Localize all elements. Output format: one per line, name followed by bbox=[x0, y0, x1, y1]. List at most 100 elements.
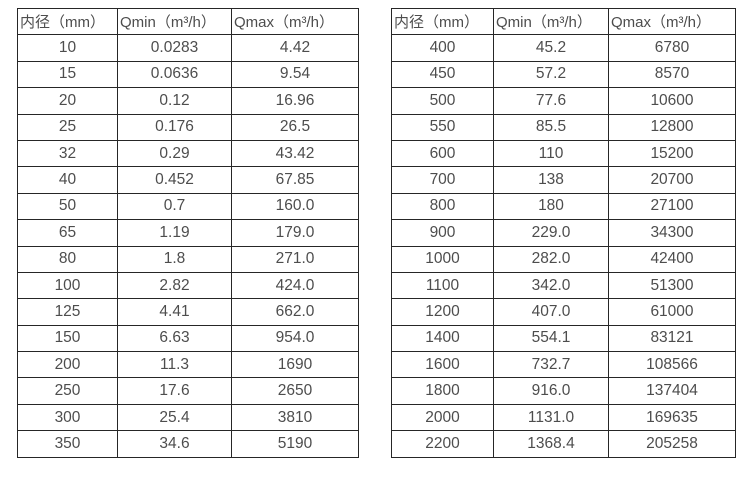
table-cell: 1200 bbox=[391, 298, 494, 326]
table-cell: 34.6 bbox=[117, 430, 232, 458]
table-cell: 27100 bbox=[608, 192, 736, 221]
table-cell: 5190 bbox=[231, 430, 359, 458]
table-cell: 12800 bbox=[608, 113, 736, 141]
flow-table-small-diameters: 内径（mm） Qmin（m³/h） Qmax（m³/h） 10 0.0283 4.4… bbox=[17, 7, 359, 458]
table-cell: 407.0 bbox=[493, 298, 609, 326]
table-cell: 67.85 bbox=[231, 166, 359, 194]
table-cell: 45.2 bbox=[493, 34, 609, 62]
table-cell: 51300 bbox=[608, 271, 736, 300]
table-cell: 6.63 bbox=[117, 324, 232, 353]
table-row: 2000 1131.0 169635 bbox=[391, 403, 736, 432]
table-cell: 342.0 bbox=[493, 271, 609, 300]
table-cell: 26.5 bbox=[231, 113, 359, 141]
table-row: 40 0.452 67.85 bbox=[17, 166, 359, 194]
header-row: 内径（mm） Qmin（m³/h） Qmax（m³/h） bbox=[17, 7, 359, 36]
table-cell: 0.12 bbox=[117, 87, 232, 115]
table-cell: 954.0 bbox=[231, 324, 359, 353]
table-row: 300 25.4 3810 bbox=[17, 403, 359, 432]
table-cell: 20700 bbox=[608, 166, 736, 194]
table-cell: 1100 bbox=[391, 271, 494, 300]
table-cell: 40 bbox=[17, 166, 118, 194]
table-cell: 1000 bbox=[391, 245, 494, 273]
table-cell: 4.42 bbox=[231, 34, 359, 62]
table-cell: 16.96 bbox=[231, 87, 359, 115]
table-row: 1800 916.0 137404 bbox=[391, 377, 736, 405]
table-cell: 0.176 bbox=[117, 113, 232, 141]
table-cell: 65 bbox=[17, 219, 118, 247]
table-cell: 600 bbox=[391, 139, 494, 168]
table-cell: 108566 bbox=[608, 351, 736, 379]
flow-spec-page: 内径（mm） Qmin（m³/h） Qmax（m³/h） 10 0.0283 4.4… bbox=[17, 7, 736, 458]
table-row: 1200 407.0 61000 bbox=[391, 298, 736, 326]
table-cell: 15 bbox=[17, 60, 118, 89]
table-cell: 400 bbox=[391, 34, 494, 62]
column-header-qmax: Qmax（m³/h） bbox=[608, 7, 736, 36]
table-cell: 50 bbox=[17, 192, 118, 221]
table-row: 10 0.0283 4.42 bbox=[17, 34, 359, 62]
table-cell: 77.6 bbox=[493, 87, 609, 115]
table-row: 2200 1368.4 205258 bbox=[391, 430, 736, 458]
table-cell: 10600 bbox=[608, 87, 736, 115]
table-row: 500 77.6 10600 bbox=[391, 87, 736, 115]
column-header-qmin: Qmin（m³/h） bbox=[493, 7, 609, 36]
table-cell: 0.452 bbox=[117, 166, 232, 194]
table-row: 1600 732.7 108566 bbox=[391, 351, 736, 379]
table-cell: 662.0 bbox=[231, 298, 359, 326]
table-row: 80 1.8 271.0 bbox=[17, 245, 359, 273]
table-cell: 250 bbox=[17, 377, 118, 405]
column-header-qmin: Qmin（m³/h） bbox=[117, 7, 232, 36]
table-row: 50 0.7 160.0 bbox=[17, 192, 359, 221]
table-cell: 34300 bbox=[608, 219, 736, 247]
table-cell: 20 bbox=[17, 87, 118, 115]
flow-table-large-diameters: 内径（mm） Qmin（m³/h） Qmax（m³/h） 400 45.2 6780… bbox=[391, 7, 736, 458]
table-cell: 42400 bbox=[608, 245, 736, 273]
table-cell: 1800 bbox=[391, 377, 494, 405]
table-cell: 2650 bbox=[231, 377, 359, 405]
column-header-qmax: Qmax（m³/h） bbox=[231, 7, 359, 36]
table-cell: 200 bbox=[17, 351, 118, 379]
table-row: 250 17.6 2650 bbox=[17, 377, 359, 405]
table-row: 400 45.2 6780 bbox=[391, 34, 736, 62]
table-cell: 2200 bbox=[391, 430, 494, 458]
table-cell: 1690 bbox=[231, 351, 359, 379]
table-cell: 10 bbox=[17, 34, 118, 62]
table-cell: 205258 bbox=[608, 430, 736, 458]
table-row: 900 229.0 34300 bbox=[391, 219, 736, 247]
table-row: 65 1.19 179.0 bbox=[17, 219, 359, 247]
table-cell: 450 bbox=[391, 60, 494, 89]
table-row: 15 0.0636 9.54 bbox=[17, 60, 359, 89]
table-cell: 1.8 bbox=[117, 245, 232, 273]
table-cell: 0.7 bbox=[117, 192, 232, 221]
column-header-diameter: 内径（mm） bbox=[391, 7, 494, 36]
table-row: 25 0.176 26.5 bbox=[17, 113, 359, 141]
table-cell: 2000 bbox=[391, 403, 494, 432]
table-cell: 150 bbox=[17, 324, 118, 353]
table-cell: 83121 bbox=[608, 324, 736, 353]
table-cell: 350 bbox=[17, 430, 118, 458]
table-cell: 100 bbox=[17, 271, 118, 300]
table-cell: 2.82 bbox=[117, 271, 232, 300]
table-row: 32 0.29 43.42 bbox=[17, 139, 359, 168]
table-cell: 180 bbox=[493, 192, 609, 221]
table-cell: 8570 bbox=[608, 60, 736, 89]
table-cell: 179.0 bbox=[231, 219, 359, 247]
table-row: 200 11.3 1690 bbox=[17, 351, 359, 379]
table-row: 1100 342.0 51300 bbox=[391, 271, 736, 300]
table-row: 1000 282.0 42400 bbox=[391, 245, 736, 273]
table-cell: 160.0 bbox=[231, 192, 359, 221]
table-cell: 1368.4 bbox=[493, 430, 609, 458]
table-cell: 271.0 bbox=[231, 245, 359, 273]
table-cell: 15200 bbox=[608, 139, 736, 168]
table-cell: 1400 bbox=[391, 324, 494, 353]
table-cell: 25 bbox=[17, 113, 118, 141]
table-cell: 0.29 bbox=[117, 139, 232, 168]
table-cell: 4.41 bbox=[117, 298, 232, 326]
table-body: 400 45.2 6780 450 57.2 8570 500 77.6 10600 550 85.… bbox=[391, 34, 736, 458]
table-cell: 3810 bbox=[231, 403, 359, 432]
table-row: 550 85.5 12800 bbox=[391, 113, 736, 141]
table-cell: 282.0 bbox=[493, 245, 609, 273]
table-cell: 25.4 bbox=[117, 403, 232, 432]
table-cell: 1.19 bbox=[117, 219, 232, 247]
table-row: 100 2.82 424.0 bbox=[17, 271, 359, 300]
header-row: 内径（mm） Qmin（m³/h） Qmax（m³/h） bbox=[391, 7, 736, 36]
